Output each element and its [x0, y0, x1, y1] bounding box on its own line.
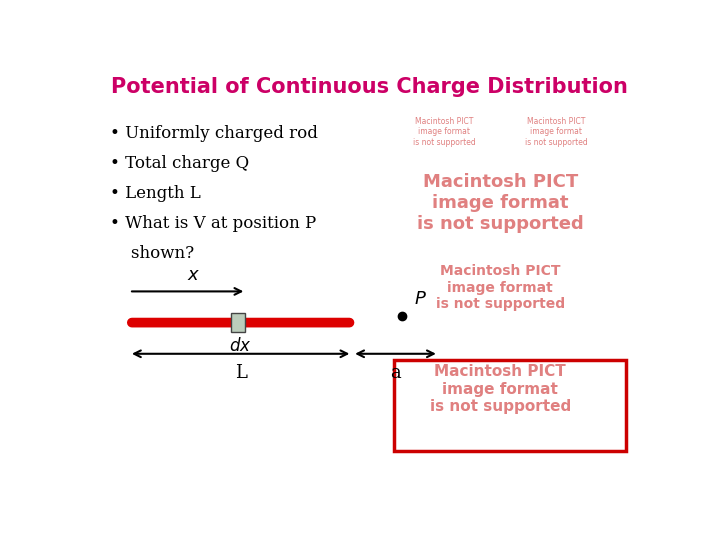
Text: Macintosh PICT
image format
is not supported: Macintosh PICT image format is not suppo…: [436, 265, 564, 311]
Text: Potential of Continuous Charge Distribution: Potential of Continuous Charge Distribut…: [111, 77, 627, 97]
Text: • Total charge Q: • Total charge Q: [109, 155, 248, 172]
Text: $P$: $P$: [414, 290, 426, 308]
Text: • What is V at position P: • What is V at position P: [109, 215, 316, 232]
Text: Macintosh PICT
image format
is not supported: Macintosh PICT image format is not suppo…: [430, 364, 571, 414]
Bar: [231, 313, 245, 332]
Text: Macintosh PICT
image format
is not supported: Macintosh PICT image format is not suppo…: [413, 117, 476, 146]
Text: • Length L: • Length L: [109, 185, 200, 202]
Text: $x$: $x$: [186, 266, 200, 284]
Text: • Uniformly charged rod: • Uniformly charged rod: [109, 125, 318, 142]
Text: Macintosh PICT
image format
is not supported: Macintosh PICT image format is not suppo…: [417, 173, 583, 233]
Text: L: L: [235, 364, 246, 382]
Text: shown?: shown?: [109, 245, 194, 262]
Bar: [394, 360, 626, 451]
Text: a: a: [390, 364, 401, 382]
Text: $dx$: $dx$: [230, 337, 252, 355]
Text: Macintosh PICT
image format
is not supported: Macintosh PICT image format is not suppo…: [525, 117, 588, 146]
